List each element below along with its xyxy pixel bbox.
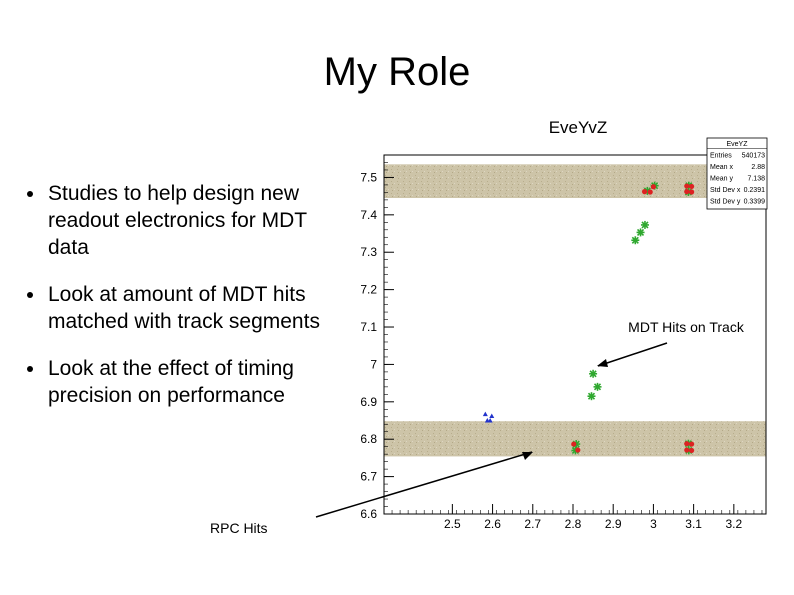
- mdt-arrow-head-icon: [597, 359, 608, 367]
- circle-marker: [689, 447, 695, 454]
- bullet-text: Look at the effect of timing precision o…: [48, 357, 294, 407]
- x-tick-label: 2.5: [444, 517, 461, 531]
- plot-title: EveYvZ: [549, 118, 608, 137]
- x-tick-label: 2.6: [484, 517, 501, 531]
- bullet-item: Studies to help design new readout elect…: [22, 180, 352, 261]
- circle-marker: [689, 183, 695, 190]
- y-tick-label: 6.6: [360, 507, 377, 521]
- y-tick-label: 7.3: [360, 245, 377, 259]
- rpc-hits-label: RPC Hits: [210, 520, 268, 536]
- circle-marker: [689, 189, 695, 195]
- circle-marker: [571, 441, 577, 447]
- circle-marker: [647, 189, 653, 195]
- bullet-text: Studies to help design new readout elect…: [48, 182, 307, 259]
- bullet-list: Studies to help design new readout elect…: [22, 180, 352, 429]
- circle-marker: [641, 189, 648, 195]
- bullet-dot-icon: [27, 191, 33, 197]
- stats-row-value: 0.3399: [744, 199, 766, 206]
- star-marker: [587, 392, 596, 401]
- band: [384, 164, 766, 199]
- stats-box-frame: [706, 137, 768, 210]
- circle-marker: [684, 183, 690, 189]
- y-tick-label: 7.4: [360, 208, 377, 222]
- stats-row-value: 7.138: [747, 176, 765, 183]
- circle-marker: [689, 441, 695, 447]
- y-tick-label: 6.7: [360, 470, 377, 484]
- y-tick-label: 6.9: [360, 395, 377, 409]
- circle-marker: [684, 447, 690, 453]
- star-marker: [593, 382, 602, 391]
- stats-row-label: Entries: [710, 153, 732, 160]
- rpc-arrow-head-icon: [522, 452, 533, 460]
- x-tick-label: 3: [650, 517, 657, 531]
- star-marker: [636, 228, 645, 237]
- stats-row-label: Std Dev y: [710, 199, 741, 206]
- star-marker: [589, 369, 598, 378]
- stats-row-value: 2.88: [751, 164, 765, 171]
- triangle-marker: [487, 418, 493, 423]
- stats-box-title: EveYZ: [726, 141, 748, 148]
- circle-marker: [684, 189, 690, 195]
- x-tick-label: 3.2: [725, 517, 742, 531]
- y-tick-label: 7.5: [360, 170, 377, 184]
- stats-row-value: 0.2391: [744, 187, 766, 194]
- stats-row-label: Mean y: [710, 176, 733, 183]
- triangle-marker: [482, 411, 488, 417]
- x-tick-label: 2.9: [605, 517, 622, 531]
- y-tick-label: 7: [370, 357, 377, 371]
- bullet-item: Look at the effect of timing precision o…: [22, 355, 352, 409]
- slide-title: My Role: [323, 50, 471, 94]
- rpc-arrow: [315, 451, 533, 518]
- stats-row-value: 540173: [742, 153, 765, 160]
- triangle-marker: [489, 413, 495, 419]
- stats-box: EveYZ Entries 540173 Mean x 2.88 Mean y 7.138 S…: [706, 137, 768, 210]
- bullet-text: Look at amount of MDT hits matched with …: [48, 283, 320, 333]
- stats-row-label: Mean x: [710, 164, 733, 171]
- y-tick-label: 7.2: [360, 283, 377, 297]
- mdt-arrow: [597, 342, 668, 367]
- circle-marker: [575, 447, 581, 453]
- bullet-dot-icon: [27, 366, 33, 372]
- stats-row-label: Std Dev x: [710, 187, 741, 194]
- star-marker: [640, 220, 649, 229]
- mdt-hits-label: MDT Hits on Track: [628, 319, 744, 335]
- x-tick-label: 2.8: [565, 517, 582, 531]
- x-tick-label: 3.1: [685, 517, 702, 531]
- y-tick-label: 6.8: [360, 432, 377, 446]
- y-tick-label: 7.1: [360, 320, 377, 334]
- star-marker: [631, 236, 640, 245]
- x-tick-label: 2.7: [524, 517, 541, 531]
- bullet-item: Look at amount of MDT hits matched with …: [22, 281, 352, 335]
- circle-marker: [650, 184, 657, 190]
- circle-marker: [684, 441, 690, 447]
- bullet-dot-icon: [27, 292, 33, 298]
